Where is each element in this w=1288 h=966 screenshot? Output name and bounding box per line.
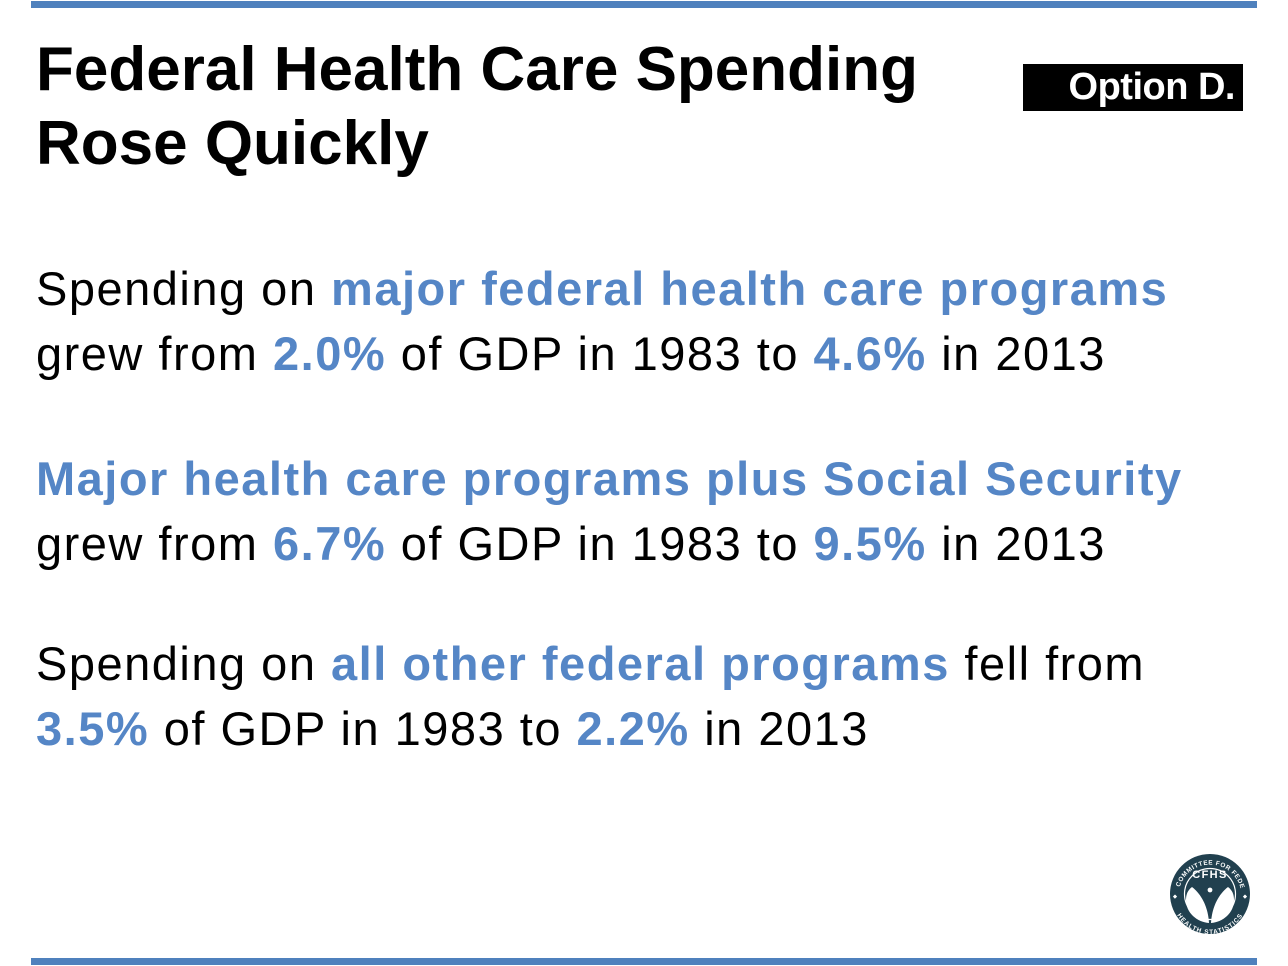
highlighted-text: 2.0% (273, 327, 387, 380)
plain-text: in 2013 (926, 517, 1106, 570)
highlighted-text: 9.5% (813, 517, 927, 570)
leaf-emblem-icon (1186, 887, 1234, 923)
option-badge-label: Option D. (1068, 66, 1236, 108)
paragraph-other-programs: Spending on all other federal programs f… (36, 631, 1276, 761)
option-badge: Option D. (1023, 64, 1243, 111)
page-title: Federal Health Care Spending Rose Quickl… (36, 33, 918, 181)
highlighted-text: major federal health care programs (331, 262, 1169, 315)
plain-text: fell from (949, 637, 1146, 690)
plain-text: Spending on (36, 262, 332, 315)
text-line: 3.5% of GDP in 1983 to 2.2% in 2013 (36, 696, 1276, 761)
plain-text: grew from (36, 327, 273, 380)
title-line-1: Federal Health Care Spending (36, 35, 918, 104)
highlighted-text: Major health care programs plus Social S… (36, 452, 1183, 505)
cfhs-seal-logo: THE COMMITTEE FOR FEDERAL HEALTH STATIST… (1166, 850, 1250, 936)
plain-text: in 2013 (689, 702, 869, 755)
text-line: grew from 2.0% of GDP in 1983 to 4.6% in… (36, 321, 1276, 386)
plain-text: in 2013 (926, 327, 1106, 380)
seal-org-abbrev: CFHS (1192, 869, 1228, 881)
text-line: Major health care programs plus Social S… (36, 446, 1276, 511)
seal-outer-circle (1170, 854, 1250, 934)
text-line: Spending on major federal health care pr… (36, 256, 1276, 321)
plain-text: grew from (36, 517, 273, 570)
highlighted-text: 3.5% (36, 702, 150, 755)
highlighted-text: all other federal programs (331, 637, 950, 690)
plain-text: Spending on (36, 637, 332, 690)
top-accent-bar (31, 1, 1257, 8)
plain-text: of GDP in 1983 to (386, 517, 814, 570)
paragraph-health-programs: Spending on major federal health care pr… (36, 256, 1276, 386)
plain-text: of GDP in 1983 to (386, 327, 814, 380)
seal-inner-ring (1183, 867, 1237, 921)
plain-text: of GDP in 1983 to (149, 702, 577, 755)
text-line: Spending on all other federal programs f… (36, 631, 1276, 696)
highlighted-text: 4.6% (813, 327, 927, 380)
highlighted-text: 6.7% (273, 517, 387, 570)
paragraph-health-plus-social-security: Major health care programs plus Social S… (36, 446, 1276, 576)
seal-left-diamond-icon: ◆ (1173, 894, 1177, 900)
bottom-accent-bar (31, 958, 1257, 965)
highlighted-text: 2.2% (576, 702, 690, 755)
text-line: grew from 6.7% of GDP in 1983 to 9.5% in… (36, 511, 1276, 576)
seal-right-diamond-icon: ◆ (1243, 894, 1247, 900)
title-line-2: Rose Quickly (36, 109, 429, 178)
